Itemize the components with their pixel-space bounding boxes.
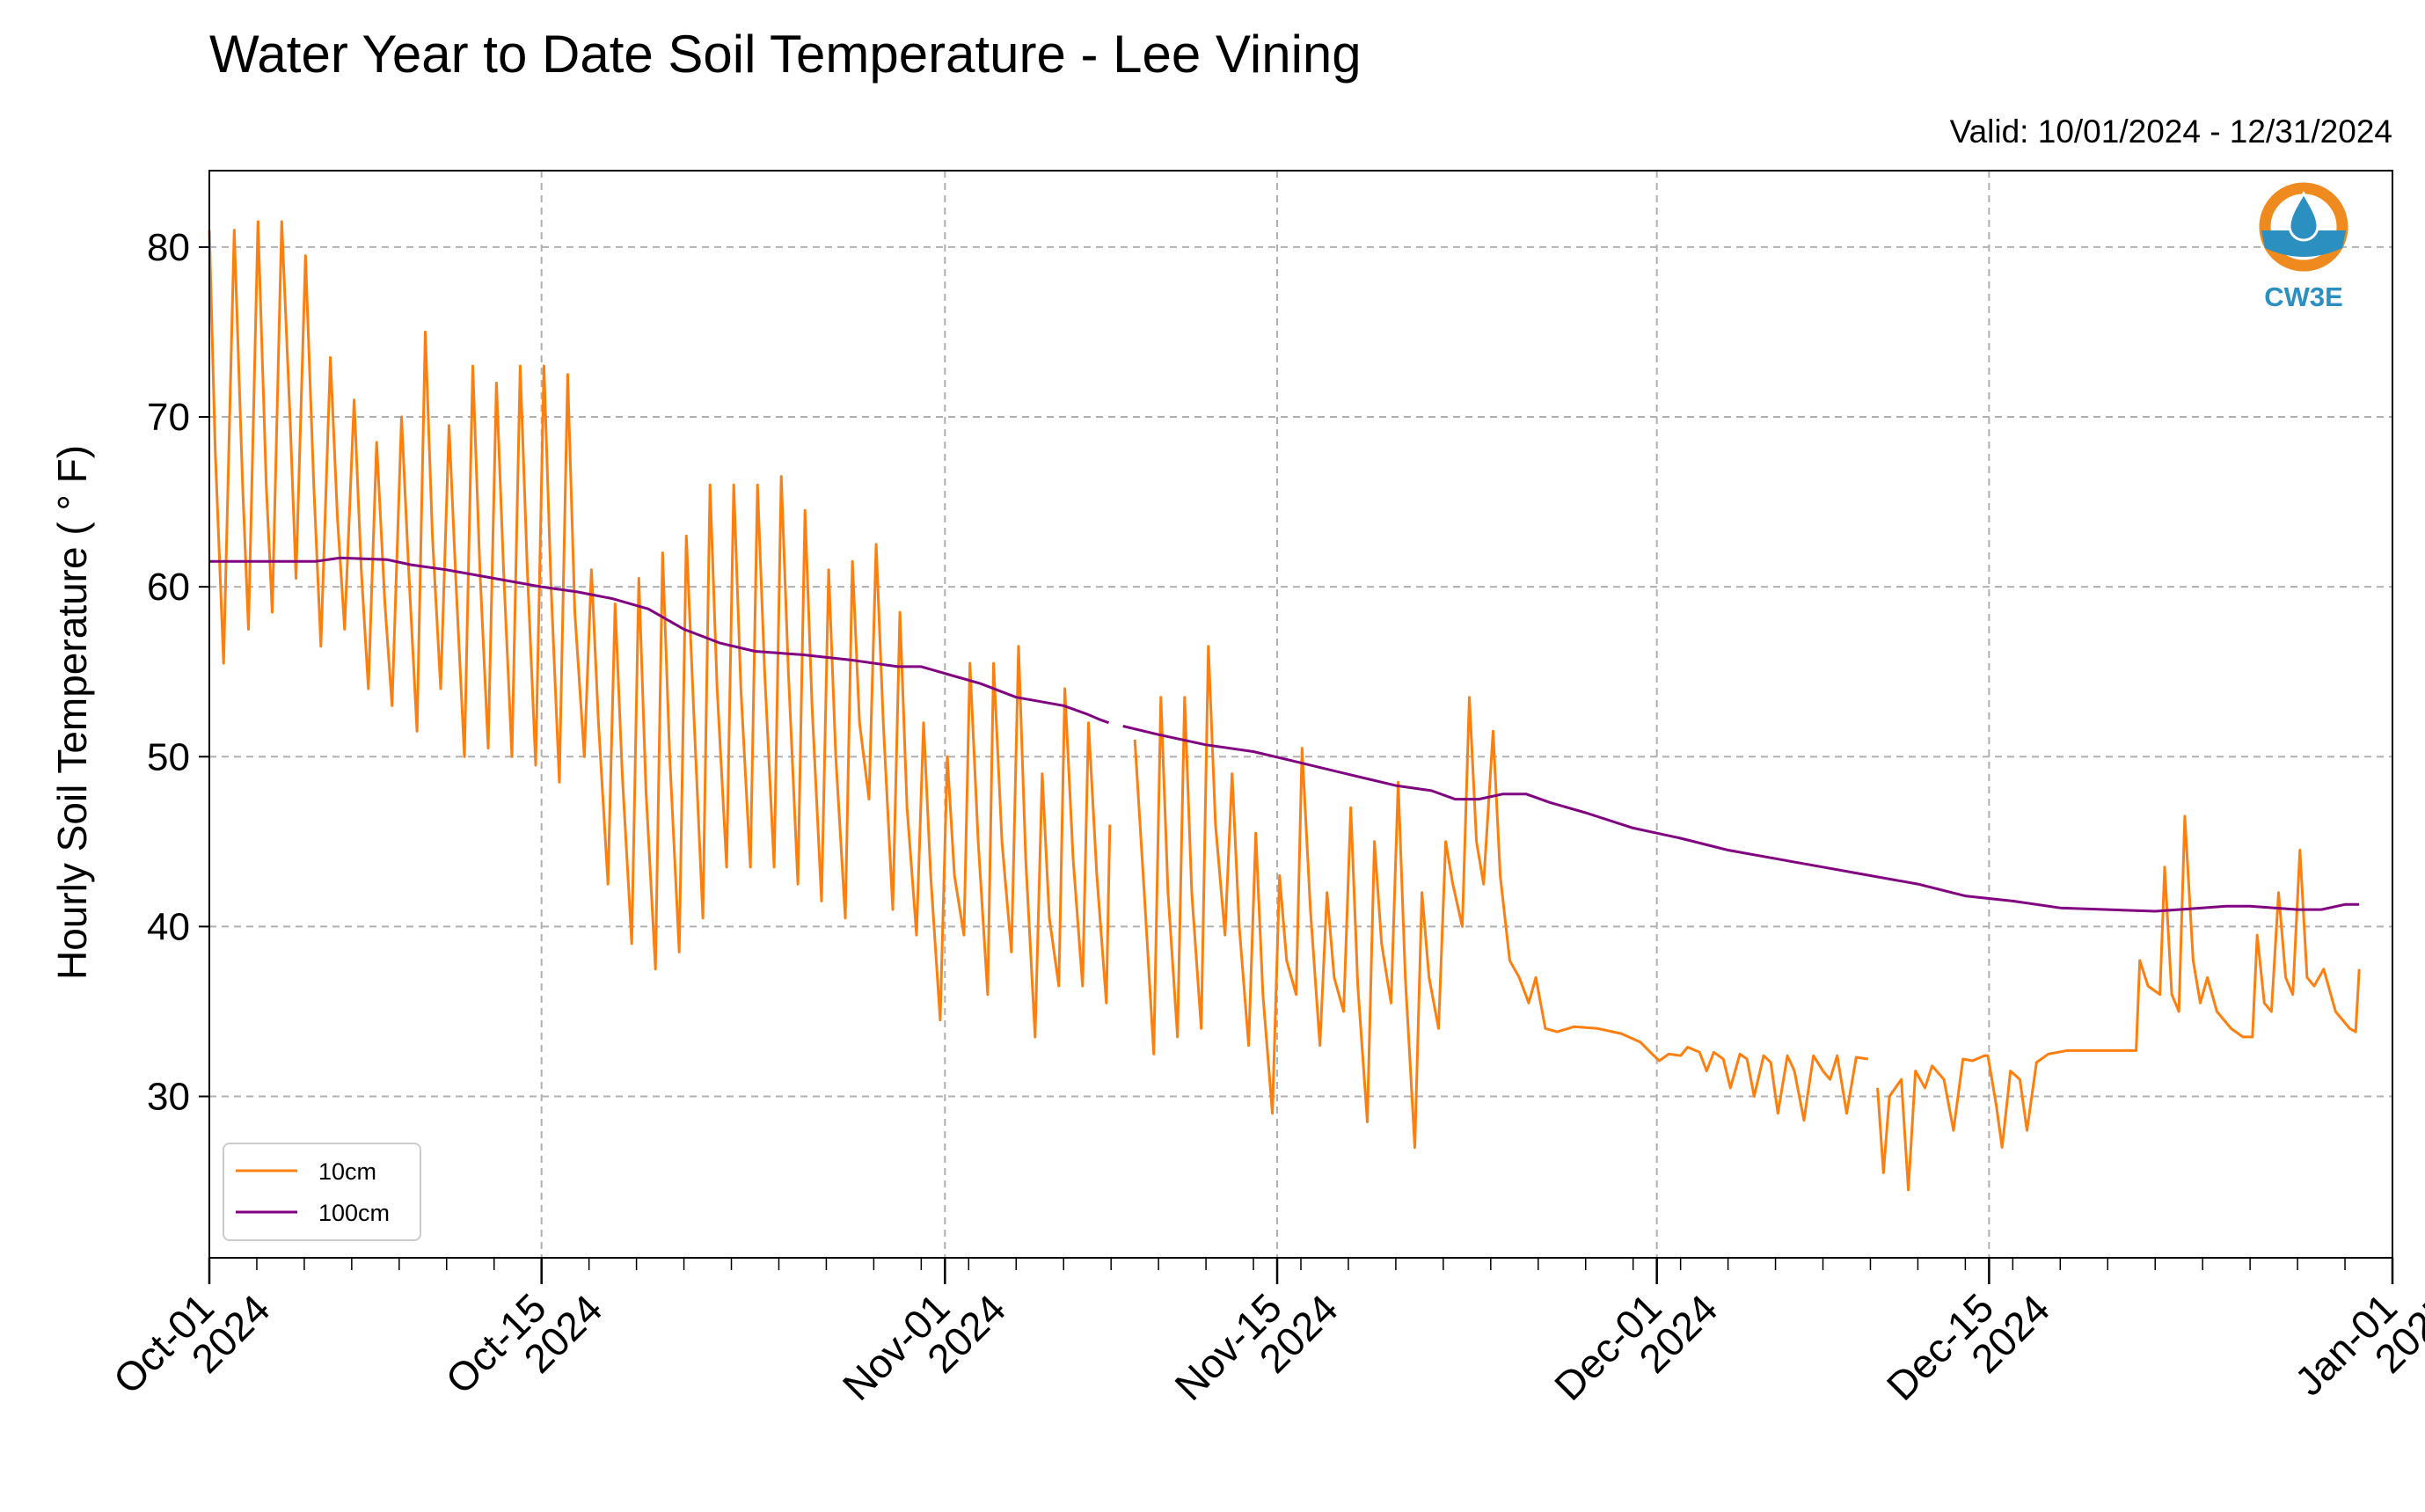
logo-waves: [2261, 230, 2346, 257]
plot-series: [208, 220, 2361, 1192]
legend-box: [223, 1143, 421, 1241]
series-line-10cm: [208, 220, 2361, 1192]
series-line-100cm: [209, 556, 2360, 913]
y-tick-label: 40: [147, 905, 190, 948]
y-tick-label: 60: [147, 566, 190, 609]
cw3e-logo: CW3E: [2259, 182, 2348, 312]
y-tick-label: 30: [147, 1076, 190, 1119]
y-tick-labels: 30 40 50 60 70 80: [147, 226, 190, 1119]
water-drop-icon: [2288, 191, 2319, 242]
legend-label-100cm: 100cm: [318, 1200, 390, 1226]
y-tick-label: 80: [147, 226, 190, 269]
chart-title: Water Year to Date Soil Temperature - Le…: [209, 25, 1362, 84]
legend-label-10cm: 10cm: [318, 1158, 376, 1185]
axis-ticks: [199, 245, 2394, 1284]
y-axis-label: Hourly Soil Temperature ( ° F): [49, 445, 95, 980]
y-tick-label: 50: [147, 735, 190, 778]
chart-subtitle: Valid: 10/01/2024 - 12/31/2024: [1950, 113, 2392, 150]
legend: 10cm 100cm: [223, 1143, 421, 1241]
logo-text: CW3E: [2264, 281, 2343, 312]
y-tick-label: 70: [147, 396, 190, 439]
